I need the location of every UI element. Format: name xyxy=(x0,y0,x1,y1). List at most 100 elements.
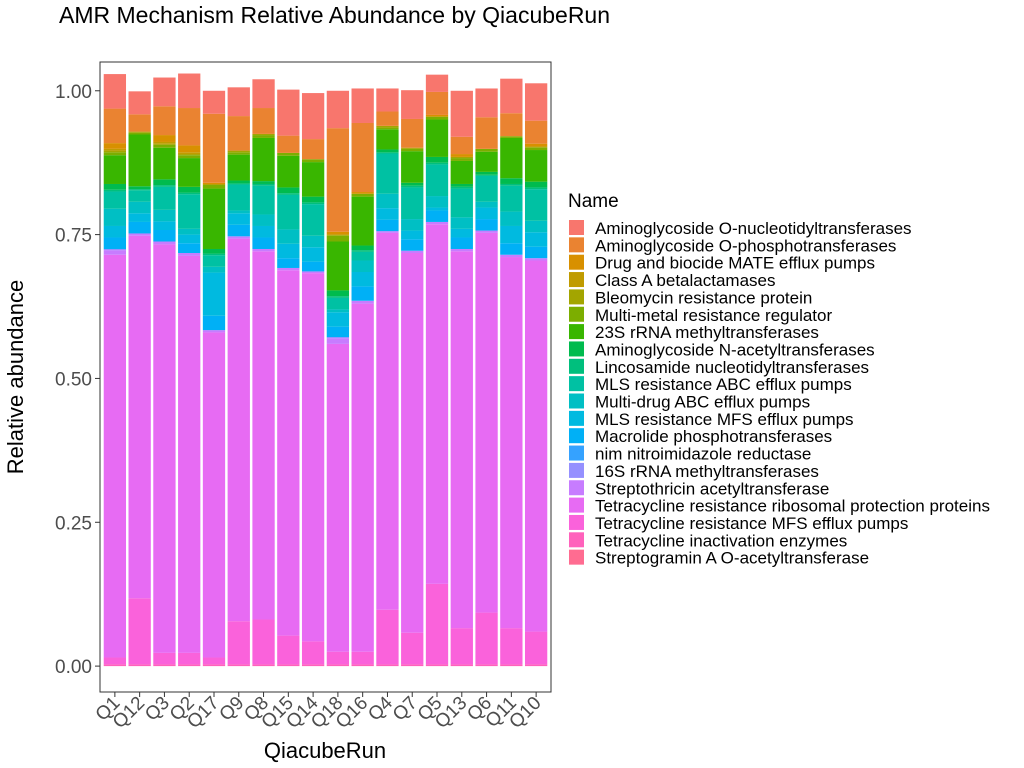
bar-segment xyxy=(351,260,374,272)
bar-segment xyxy=(326,651,350,665)
legend-swatch xyxy=(569,480,584,496)
legend-label: Streptogramin A O-acetyltransferase xyxy=(595,549,869,568)
bar-segment xyxy=(178,108,201,146)
legend-swatch xyxy=(569,497,584,513)
legend-label: Macrolide phosphotransferases xyxy=(595,427,832,446)
legend-swatch xyxy=(569,549,584,565)
bar-segment xyxy=(252,664,275,667)
bar-segment xyxy=(227,236,250,239)
bar-segment xyxy=(450,248,473,252)
legend-swatch xyxy=(569,532,584,548)
y-tick-label: 1.00 xyxy=(55,82,92,103)
bar-stack-Q18 xyxy=(326,90,350,667)
bar-segment xyxy=(178,186,201,193)
bar-segment xyxy=(103,225,127,238)
bar-segment xyxy=(351,286,374,301)
bar-segment xyxy=(128,190,151,202)
bar-segment xyxy=(376,153,399,194)
bar-segment xyxy=(153,179,176,186)
bar-segment xyxy=(153,106,176,136)
bar-segment xyxy=(326,309,350,313)
bar-segment xyxy=(277,135,300,153)
bar-segment xyxy=(425,74,449,92)
bar-segment xyxy=(500,137,523,179)
bars-layer xyxy=(103,73,548,667)
bar-segment xyxy=(450,237,473,249)
bar-segment xyxy=(103,254,127,658)
bar-segment xyxy=(500,628,523,665)
bar-segment xyxy=(450,664,473,667)
legend-label: MLS resistance MFS efflux pumps xyxy=(595,410,854,429)
legend: Name Aminoglycoside O-nucleotidyltransfe… xyxy=(568,191,990,568)
bar-segment xyxy=(103,248,127,251)
bar-segment xyxy=(500,257,523,629)
bar-segment xyxy=(227,184,250,211)
bar-segment xyxy=(326,343,350,652)
bar-segment xyxy=(178,152,201,155)
bar-segment xyxy=(252,225,275,238)
bar-segment xyxy=(103,237,127,249)
legend-label: 23S rRNA methyltransferases xyxy=(595,323,819,342)
bar-segment xyxy=(326,664,350,667)
y-tick-label: 0.75 xyxy=(55,226,92,247)
bar-segment xyxy=(401,118,424,148)
y-tick-label: 0.00 xyxy=(55,657,92,678)
bar-segment xyxy=(376,127,399,130)
bar-segment xyxy=(103,191,127,209)
bar-segment xyxy=(178,253,201,256)
bar-segment xyxy=(252,79,275,109)
bar-segment xyxy=(326,337,350,339)
bar-segment xyxy=(500,211,523,226)
bar-segment xyxy=(128,186,151,190)
bar-segment xyxy=(301,202,325,205)
bar-segment xyxy=(475,174,498,176)
bar-segment xyxy=(425,162,449,165)
bar-segment xyxy=(227,183,250,185)
bar-segment xyxy=(252,251,275,620)
legend-label: Aminoglycoside O-phosphotransferases xyxy=(595,236,896,255)
bar-segment xyxy=(227,150,250,153)
bar-segment xyxy=(202,657,226,665)
bar-segment xyxy=(351,303,374,652)
bar-segment xyxy=(351,250,374,252)
bar-segment xyxy=(128,598,151,665)
bar-segment xyxy=(178,255,201,653)
bar-segment xyxy=(227,621,250,665)
bar-stack-Q14 xyxy=(301,93,325,667)
bar-segment xyxy=(401,185,424,188)
bar-segment xyxy=(475,175,498,202)
bar-segment xyxy=(103,183,127,190)
bar-segment xyxy=(524,232,548,247)
bar-segment xyxy=(450,158,473,161)
bar-segment xyxy=(277,155,300,188)
bar-segment xyxy=(450,188,473,218)
legend-swatch xyxy=(569,514,584,530)
bar-segment xyxy=(425,156,449,163)
bar-segment xyxy=(425,664,449,667)
legend-swatch xyxy=(569,341,584,357)
bar-segment xyxy=(475,201,498,208)
bar-segment xyxy=(376,232,399,610)
bar-segment xyxy=(401,664,424,667)
bar-segment xyxy=(153,143,176,145)
legend-label: Lincosamide nucleotidyltransferases xyxy=(595,358,869,377)
bar-segment xyxy=(178,155,201,159)
legend-swatch xyxy=(569,324,584,340)
legend-label: Aminoglycoside N-acetyltransferases xyxy=(595,340,875,359)
legend-swatch xyxy=(569,220,584,235)
bar-segment xyxy=(277,89,300,136)
bar-segment xyxy=(301,162,325,197)
bar-segment xyxy=(425,196,449,208)
bar-segment xyxy=(153,652,176,665)
bar-segment xyxy=(425,210,449,222)
bar-segment xyxy=(252,248,275,252)
bar-segment xyxy=(524,220,548,233)
bar-stack-Q9 xyxy=(227,87,250,667)
bar-segment xyxy=(326,297,350,310)
legend-label: Tetracycline inactivation enzymes xyxy=(595,531,847,550)
bar-segment xyxy=(227,664,250,667)
legend-label: Aminoglycoside O-nucleotidyltransferases xyxy=(595,219,912,238)
bar-segment xyxy=(128,132,151,135)
bar-segment xyxy=(178,234,201,244)
bar-segment xyxy=(301,196,325,203)
